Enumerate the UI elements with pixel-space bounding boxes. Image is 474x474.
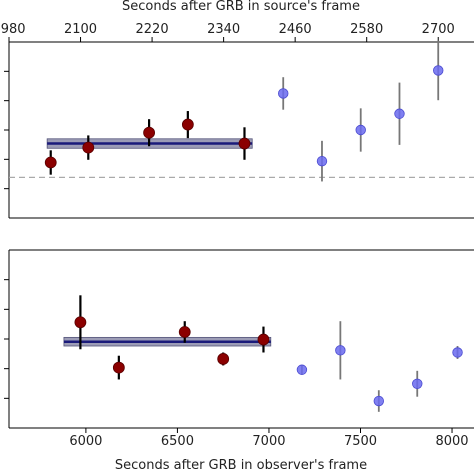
data-point bbox=[355, 124, 366, 136]
data-point bbox=[217, 353, 230, 365]
data-point bbox=[74, 316, 87, 329]
x-tick-label: 6000 bbox=[69, 434, 102, 449]
data-point bbox=[143, 126, 155, 139]
data-point bbox=[278, 88, 289, 99]
data-point bbox=[112, 361, 125, 374]
data-point bbox=[44, 156, 57, 169]
data-point bbox=[82, 141, 95, 154]
data-point bbox=[181, 118, 194, 131]
data-point bbox=[296, 364, 308, 375]
x-tick-label: 1980 bbox=[0, 22, 26, 37]
x-tick-label: 2460 bbox=[279, 22, 312, 37]
data-point bbox=[316, 155, 328, 167]
x-tick-label: 7000 bbox=[252, 434, 285, 449]
data-point bbox=[257, 333, 270, 346]
x-tick-label: 2580 bbox=[350, 22, 383, 37]
top-x-axis-title: Seconds after GRB in source's frame bbox=[122, 0, 360, 14]
x-tick-label: 8000 bbox=[435, 434, 468, 449]
data-point bbox=[412, 378, 423, 389]
data-point bbox=[452, 347, 463, 358]
x-tick-label: 6500 bbox=[161, 434, 194, 449]
bottom-panel: 6000 6500 7000 7500 8000 bbox=[4, 249, 474, 449]
data-point bbox=[394, 108, 405, 119]
x-tick-label: 2700 bbox=[422, 22, 455, 37]
bottom-x-axis-title: Seconds after GRB in observer's frame bbox=[115, 458, 367, 473]
data-point bbox=[335, 345, 346, 356]
data-point bbox=[433, 65, 444, 76]
top-panel: 1980 2100 2220 2340 2460 2580 2700 bbox=[0, 22, 474, 219]
x-tick-label: 2340 bbox=[207, 22, 240, 37]
data-point bbox=[238, 137, 251, 150]
data-point bbox=[373, 395, 385, 407]
x-tick-label: 2220 bbox=[136, 22, 169, 37]
data-point bbox=[178, 326, 191, 338]
x-tick-label: 2100 bbox=[64, 22, 97, 37]
x-tick-label: 7500 bbox=[344, 434, 377, 449]
